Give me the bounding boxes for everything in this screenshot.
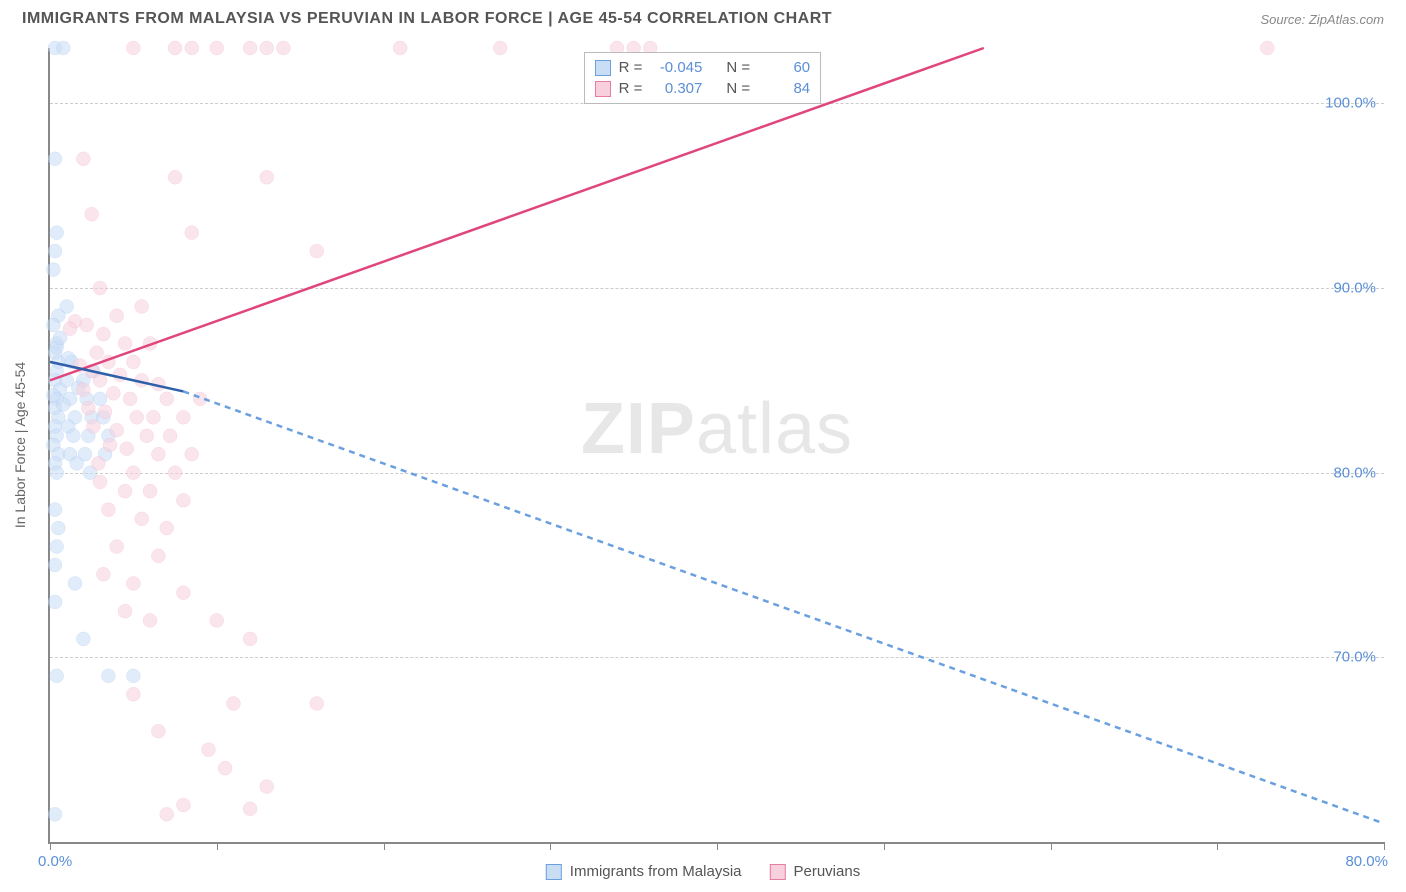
swatch-series-b [595, 81, 611, 97]
x-axis-origin-label: 0.0% [38, 853, 72, 870]
swatch-icon [546, 864, 562, 880]
legend-item-series-b: Peruvians [770, 863, 861, 880]
source-label: Source: ZipAtlas.com [1260, 12, 1384, 27]
page-title: IMMIGRANTS FROM MALAYSIA VS PERUVIAN IN … [22, 10, 832, 28]
legend-item-series-a: Immigrants from Malaysia [546, 863, 742, 880]
swatch-series-a [595, 60, 611, 76]
stats-row-series-a: R = -0.045 N = 60 [595, 57, 811, 78]
swatch-icon [770, 864, 786, 880]
legend: Immigrants from Malaysia Peruvians [546, 863, 860, 880]
y-axis-label: In Labor Force | Age 45-54 [12, 362, 28, 528]
stats-row-series-b: R = 0.307 N = 84 [595, 78, 811, 99]
correlation-stats-box: R = -0.045 N = 60 R = 0.307 N = 84 [584, 52, 822, 104]
x-axis-end-label: 80.0% [1345, 853, 1388, 870]
scatter-plot [50, 48, 1384, 842]
chart-plot-area: In Labor Force | Age 45-54 70.0%80.0%90.… [48, 48, 1384, 844]
